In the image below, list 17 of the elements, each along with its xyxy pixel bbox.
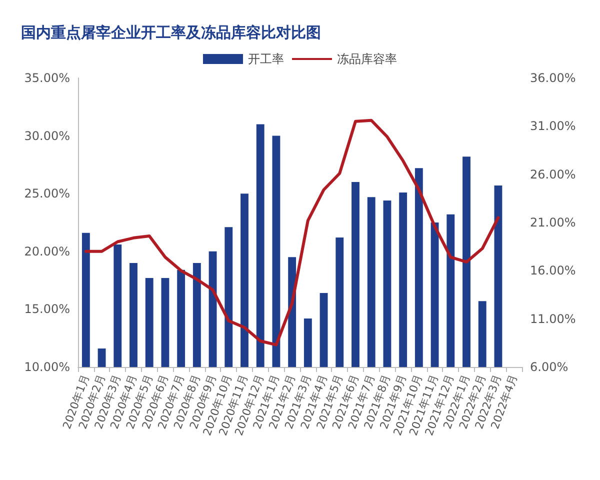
legend-label: 冻品库容率 [337, 52, 397, 66]
y-tick-label: 30.00% [24, 128, 70, 143]
legend-label: 开工率 [248, 52, 284, 66]
chart-title: 国内重点屠宰企业开工率及冻品库容比对比图 [21, 24, 321, 42]
y2-tick-label: 16.00% [530, 264, 576, 278]
y2-tick-label: 6.00% [530, 360, 568, 374]
y-tick-label: 20.00% [24, 244, 70, 258]
y-tick-label: 35.00% [24, 71, 70, 85]
y2-tick-label: 21.00% [530, 216, 576, 230]
y-tick-label: 15.00% [24, 302, 70, 316]
y2-tick-label: 36.00% [530, 71, 576, 85]
y-tick-label: 25.00% [24, 186, 70, 201]
y2-tick-label: 31.00% [530, 119, 576, 134]
y2-tick-label: 26.00% [530, 167, 576, 182]
y2-tick-label: 11.00% [530, 312, 576, 326]
line-series [84, 118, 500, 346]
y-tick-label: 10.00% [24, 360, 70, 374]
